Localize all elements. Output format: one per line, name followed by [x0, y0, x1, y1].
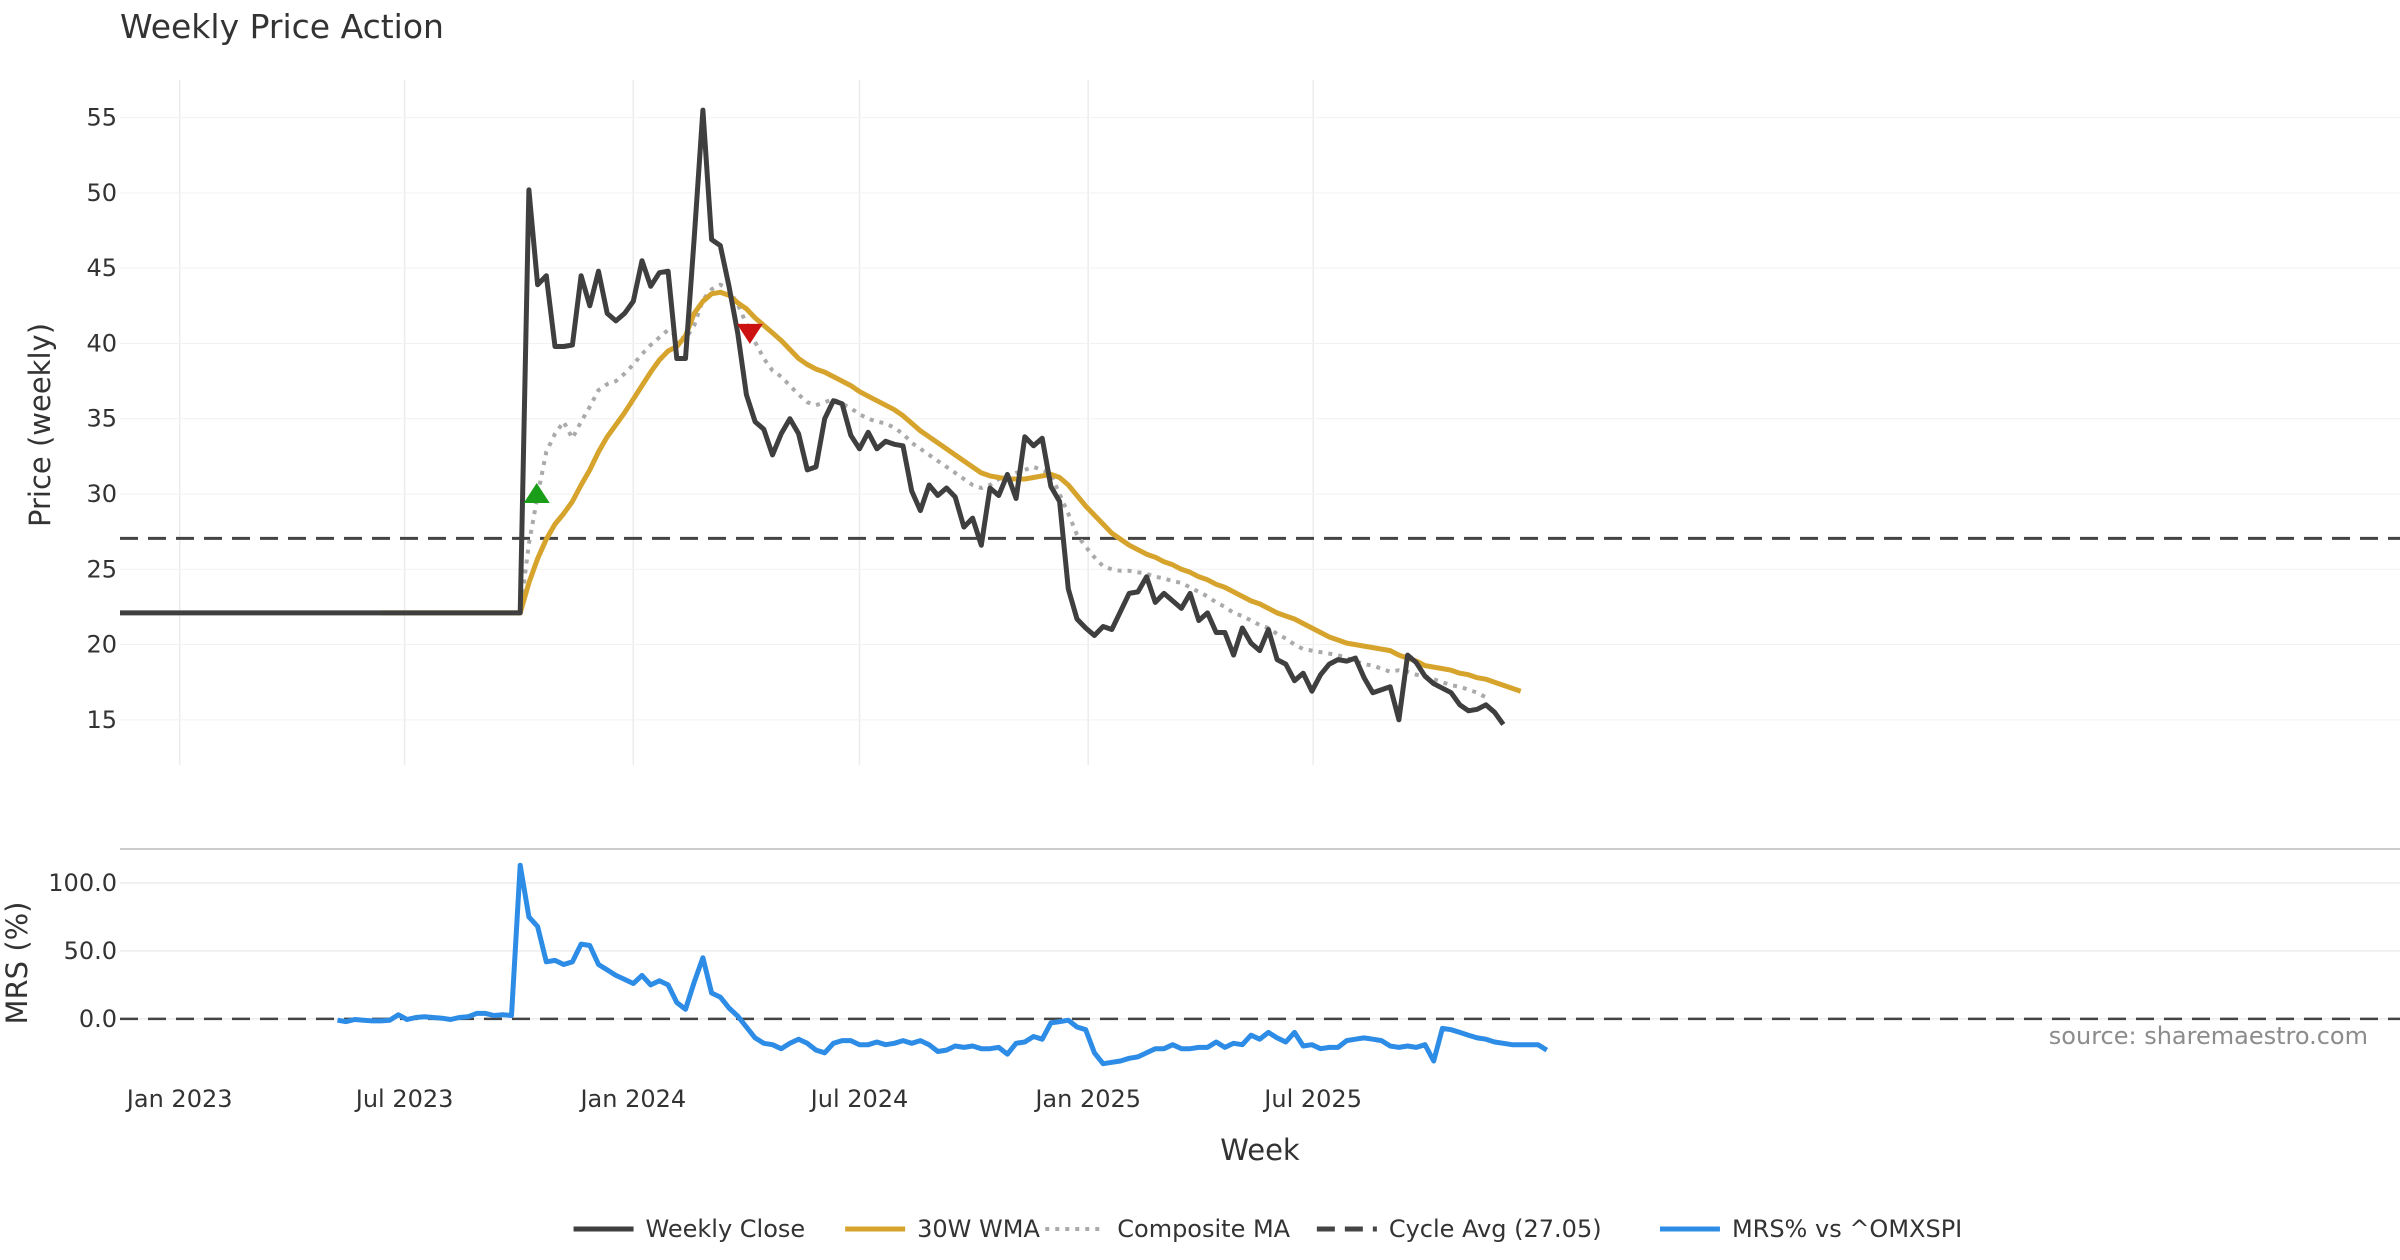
price-gridlines [120, 80, 2400, 765]
mrs-y-ticks: 0.0 50.0 100.0 [48, 869, 117, 1033]
x-ticks: Jan 2023 Jul 2023 Jan 2024 Jul 2024 Jan 2025… [125, 1085, 1362, 1113]
legend: Weekly Close 30W WMA Composite MA Cycle Avg… [573, 1215, 1962, 1243]
x-tick-label: Jan 2024 [578, 1085, 686, 1113]
legend-label: Weekly Close [646, 1215, 806, 1243]
legend-label: Composite MA [1117, 1215, 1290, 1243]
signal-markers [523, 323, 763, 504]
legend-item: Cycle Avg (27.05) [1316, 1215, 1602, 1243]
buy-signal-marker [523, 483, 550, 504]
mrs-gridlines [120, 882, 2400, 1020]
price-y-tick-label: 30 [86, 480, 117, 508]
price-y-tick-label: 55 [86, 104, 117, 132]
legend-label: MRS% vs ^OMXSPI [1732, 1215, 1962, 1243]
price-y-tick-label: 50 [86, 179, 117, 207]
price-y-tick-label: 35 [86, 405, 117, 433]
sell-signal-marker [736, 323, 763, 344]
mrs-y-axis-label: MRS (%) [0, 902, 34, 1025]
mrs-y-tick-label: 50.0 [64, 937, 117, 965]
price-series [120, 107, 2400, 726]
price-y-tick-label: 40 [86, 329, 117, 357]
chart-title: Weekly Price Action [120, 7, 444, 46]
price-y-tick-label: 45 [86, 254, 117, 282]
legend-item: Composite MA [1045, 1215, 1291, 1243]
source-label: source: sharemaestro.com [2049, 1022, 2368, 1050]
x-tick-label: Jul 2024 [809, 1085, 909, 1113]
legend-item: MRS% vs ^OMXSPI [1659, 1215, 1962, 1243]
x-tick-label: Jan 2025 [1033, 1085, 1141, 1113]
legend-label: 30W WMA [917, 1215, 1040, 1243]
weekly-close-line [120, 107, 1506, 726]
legend-label: Cycle Avg (27.05) [1389, 1215, 1602, 1243]
mrs-line [337, 862, 1549, 1067]
legend-item: 30W WMA [845, 1215, 1040, 1243]
x-tick-label: Jul 2025 [1262, 1085, 1362, 1113]
x-tick-label: Jul 2023 [354, 1085, 454, 1113]
price-y-tick-label: 25 [86, 555, 117, 583]
mrs-y-tick-label: 100.0 [48, 869, 117, 897]
composite-ma-line [120, 282, 1487, 700]
price-y-tick-label: 20 [86, 631, 117, 659]
mrs-y-tick-label: 0.0 [79, 1005, 117, 1033]
x-axis-label: Week [1220, 1133, 1300, 1167]
x-tick-label: Jan 2023 [125, 1085, 233, 1113]
legend-item: Weekly Close [573, 1215, 806, 1243]
30w-wma-line [381, 289, 1522, 694]
mrs-series [120, 862, 2400, 1067]
price-y-axis-label: Price (weekly) [23, 323, 57, 527]
price-y-ticks: 15 20 25 30 35 40 45 50 55 [86, 104, 117, 734]
price-y-tick-label: 15 [86, 706, 117, 734]
